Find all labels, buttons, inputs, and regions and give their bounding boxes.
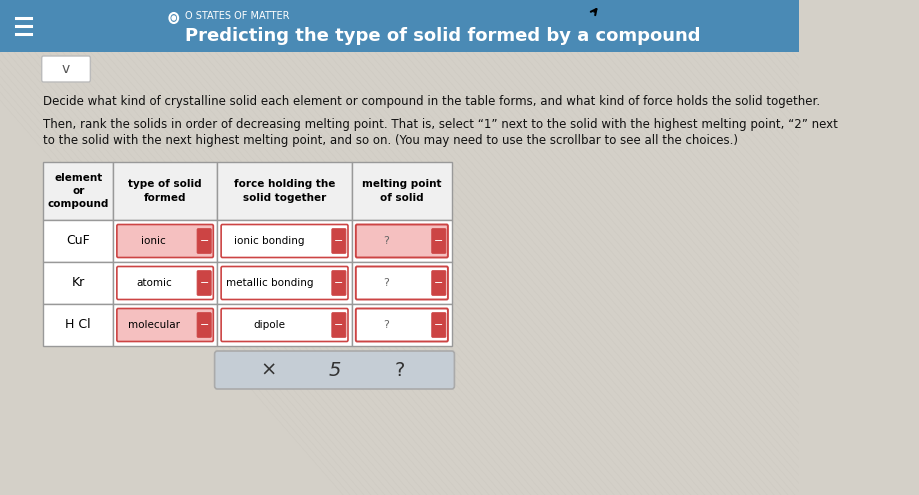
Bar bbox=[113, 220, 217, 262]
Text: −: − bbox=[334, 236, 343, 246]
Text: atomic: atomic bbox=[136, 278, 172, 288]
FancyBboxPatch shape bbox=[41, 56, 90, 82]
FancyBboxPatch shape bbox=[214, 351, 454, 389]
Bar bbox=[113, 304, 217, 346]
FancyBboxPatch shape bbox=[332, 271, 346, 295]
Text: −: − bbox=[434, 278, 443, 288]
Text: H Cl: H Cl bbox=[65, 318, 91, 332]
Text: −: − bbox=[434, 236, 443, 246]
Bar bbox=[217, 162, 351, 220]
FancyBboxPatch shape bbox=[221, 308, 347, 342]
Bar bbox=[0, 0, 799, 52]
Circle shape bbox=[172, 16, 176, 20]
Text: Predicting the type of solid formed by a compound: Predicting the type of solid formed by a… bbox=[185, 27, 699, 45]
Text: 5: 5 bbox=[328, 360, 340, 380]
FancyBboxPatch shape bbox=[431, 313, 445, 337]
Text: −: − bbox=[334, 320, 343, 330]
Bar bbox=[43, 162, 113, 220]
FancyBboxPatch shape bbox=[221, 266, 347, 299]
Text: molecular: molecular bbox=[128, 320, 179, 330]
FancyBboxPatch shape bbox=[221, 225, 347, 257]
Text: ?: ? bbox=[382, 278, 388, 288]
Bar bbox=[43, 262, 113, 304]
Text: ?: ? bbox=[382, 320, 388, 330]
Text: v: v bbox=[62, 62, 70, 76]
Bar bbox=[217, 304, 351, 346]
Bar bbox=[43, 304, 113, 346]
FancyBboxPatch shape bbox=[197, 229, 210, 253]
FancyBboxPatch shape bbox=[356, 225, 448, 257]
Text: type of solid
formed: type of solid formed bbox=[128, 179, 201, 202]
Text: O STATES OF MATTER: O STATES OF MATTER bbox=[185, 11, 289, 21]
Text: −: − bbox=[434, 320, 443, 330]
FancyBboxPatch shape bbox=[431, 229, 445, 253]
Text: Then, rank the solids in order of decreasing melting point. That is, select “1” : Then, rank the solids in order of decrea… bbox=[43, 118, 837, 131]
Text: CuF: CuF bbox=[66, 235, 90, 248]
Text: Kr: Kr bbox=[72, 277, 85, 290]
Text: element
or
compound: element or compound bbox=[48, 173, 108, 209]
Text: force holding the
solid together: force holding the solid together bbox=[233, 179, 335, 202]
Bar bbox=[351, 220, 451, 262]
Text: −: − bbox=[334, 278, 343, 288]
Text: ?: ? bbox=[394, 360, 405, 380]
FancyBboxPatch shape bbox=[356, 308, 448, 342]
FancyBboxPatch shape bbox=[431, 271, 445, 295]
Text: ×: × bbox=[260, 360, 277, 380]
Text: ionic bonding: ionic bonding bbox=[234, 236, 304, 246]
Bar bbox=[113, 262, 217, 304]
Text: dipole: dipole bbox=[254, 320, 285, 330]
FancyBboxPatch shape bbox=[332, 313, 346, 337]
FancyBboxPatch shape bbox=[356, 266, 448, 299]
Text: ionic: ionic bbox=[142, 236, 166, 246]
Bar bbox=[351, 304, 451, 346]
Bar bbox=[217, 220, 351, 262]
FancyBboxPatch shape bbox=[117, 266, 213, 299]
FancyBboxPatch shape bbox=[197, 313, 210, 337]
Bar bbox=[351, 162, 451, 220]
Text: Decide what kind of crystalline solid each element or compound in the table form: Decide what kind of crystalline solid ea… bbox=[43, 95, 820, 108]
Text: metallic bonding: metallic bonding bbox=[226, 278, 313, 288]
Bar bbox=[217, 262, 351, 304]
Text: −: − bbox=[199, 320, 209, 330]
Text: ?: ? bbox=[382, 236, 388, 246]
Bar bbox=[113, 162, 217, 220]
Text: −: − bbox=[199, 236, 209, 246]
FancyBboxPatch shape bbox=[197, 271, 210, 295]
Text: to the solid with the next highest melting point, and so on. (You may need to us: to the solid with the next highest melti… bbox=[43, 134, 738, 147]
FancyBboxPatch shape bbox=[332, 229, 346, 253]
FancyBboxPatch shape bbox=[117, 225, 213, 257]
Bar bbox=[43, 220, 113, 262]
FancyBboxPatch shape bbox=[117, 308, 213, 342]
Text: melting point
of solid: melting point of solid bbox=[362, 179, 441, 202]
Text: −: − bbox=[199, 278, 209, 288]
Bar bbox=[351, 262, 451, 304]
